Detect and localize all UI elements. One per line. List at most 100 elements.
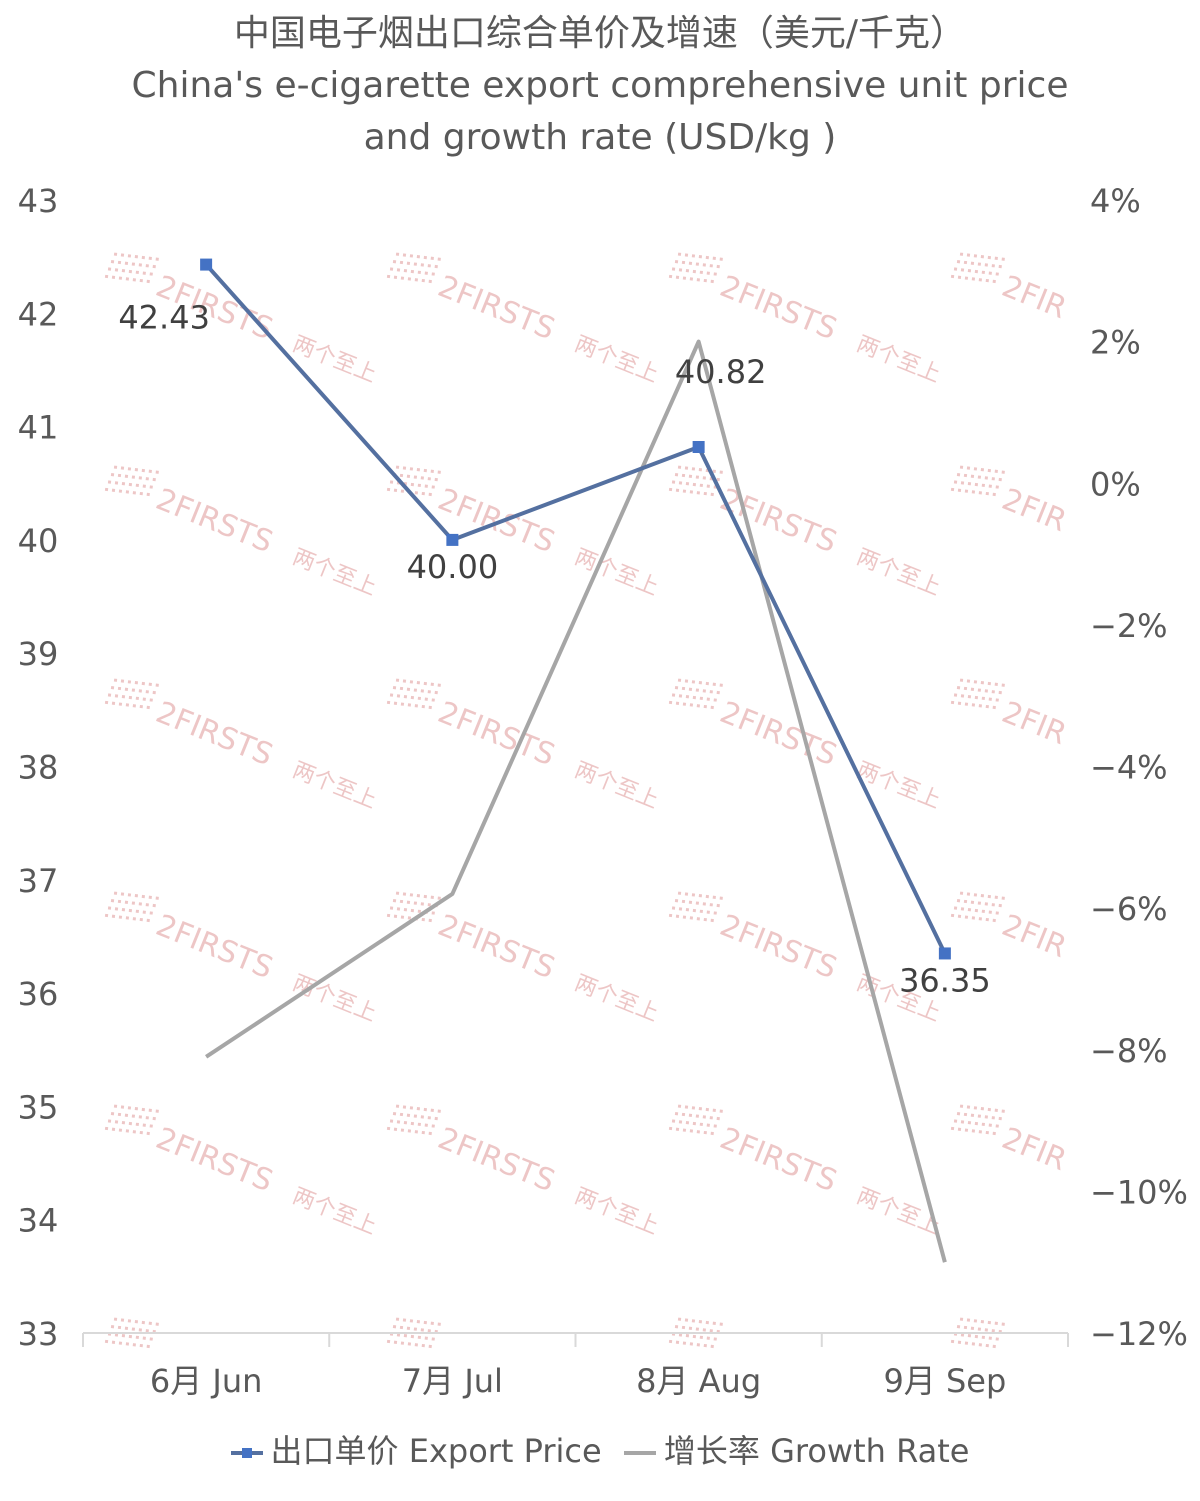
legend-item-export-price: 出口单价 Export Price: [230, 1426, 602, 1472]
watermark-logo-stroke: [677, 252, 724, 261]
watermark-text-cn: 两个至上: [853, 758, 944, 814]
y-right-tick-label: −10%: [1090, 1173, 1188, 1211]
watermark-text: 2FIR: [997, 695, 1071, 752]
watermark-logo-stroke: [386, 274, 433, 284]
watermark-text: 2FIRSTS: [151, 482, 278, 560]
watermark-logo-stroke: [671, 480, 718, 489]
watermark-logo-stroke: [110, 259, 157, 269]
export-price-marker: [446, 533, 459, 546]
watermark: 2FIR: [950, 1104, 1071, 1178]
watermark-logo-stroke: [668, 274, 715, 284]
y-right-tick-label: −4%: [1090, 749, 1168, 787]
watermark-logo-stroke: [671, 906, 718, 915]
watermark-logo-stroke: [104, 274, 151, 284]
watermark: [104, 1317, 160, 1349]
watermark-text: 2FIRSTS: [151, 695, 278, 773]
watermark-logo-stroke: [107, 267, 154, 276]
watermark-logo-stroke: [110, 685, 157, 695]
watermark-logo-stroke: [950, 487, 997, 497]
watermark-logo-stroke: [110, 472, 157, 482]
y-right-tick-label: −8%: [1090, 1032, 1168, 1070]
watermark-logo-stroke: [671, 267, 718, 276]
watermark-text-cn: 两个至上: [289, 545, 380, 601]
watermark-logo-stroke: [107, 480, 154, 489]
watermark-logo-stroke: [386, 1339, 433, 1349]
watermark-logo-stroke: [953, 1332, 1000, 1341]
watermark-logo-stroke: [386, 700, 433, 710]
watermark: 2FIR: [950, 465, 1071, 539]
watermark-logo-stroke: [674, 1324, 721, 1334]
watermark-logo-stroke: [389, 693, 436, 702]
watermark-logo-stroke: [959, 678, 1006, 687]
y-right-tick-label: −6%: [1090, 890, 1168, 928]
watermark-logo-stroke: [950, 1126, 997, 1136]
watermark: 2FIR: [950, 891, 1071, 965]
watermark-logo-stroke: [674, 898, 721, 908]
y-left-tick-label: 39: [18, 635, 59, 673]
y-left-tick-label: 40: [18, 522, 59, 560]
y-left-tick-label: 42: [18, 295, 59, 333]
watermark-logo-stroke: [113, 1104, 160, 1113]
watermark-logo-stroke: [668, 487, 715, 497]
watermark-logo-stroke: [104, 913, 151, 923]
watermark-text: 2FIRSTS: [151, 1121, 278, 1199]
y-left-tick-label: 33: [18, 1315, 59, 1353]
watermark-logo-stroke: [668, 1126, 715, 1136]
watermark-text-cn: 两个至上: [289, 758, 380, 814]
watermark-logo-stroke: [668, 1339, 715, 1349]
watermark-logo-stroke: [389, 906, 436, 915]
watermark-text: 2FIRSTS: [433, 1121, 560, 1199]
watermark-logo-stroke: [677, 1317, 724, 1326]
chart-title-zh: 中国电子烟出口综合单价及增速（美元/千克）: [233, 13, 967, 54]
watermark-layer: 2FIRSTS两个至上2FIRSTS两个至上2FIRSTS两个至上2FIR2FI…: [104, 252, 1071, 1349]
watermark-logo-stroke: [110, 898, 157, 908]
x-tick-label: 9月 Sep: [883, 1362, 1006, 1400]
y-left-tick-label: 37: [18, 862, 59, 900]
watermark-text-cn: 两个至上: [571, 332, 662, 388]
watermark-logo-stroke: [113, 252, 160, 261]
watermark-text-cn: 两个至上: [289, 971, 380, 1027]
export-price-line: [204, 263, 947, 955]
watermark-text-cn: 两个至上: [289, 332, 380, 388]
data-label: 42.43: [118, 299, 210, 337]
watermark-logo-stroke: [956, 898, 1003, 908]
export-price-marker: [938, 947, 951, 960]
watermark-logo-stroke: [953, 480, 1000, 489]
watermark-logo-stroke: [674, 259, 721, 269]
watermark-logo-stroke: [677, 678, 724, 687]
watermark-logo-stroke: [392, 259, 439, 269]
watermark-logo-stroke: [953, 906, 1000, 915]
legend-item-growth-rate: 增长率 Growth Rate: [623, 1426, 969, 1472]
watermark-logo-stroke: [110, 1324, 157, 1334]
watermark-logo-stroke: [104, 700, 151, 710]
y-right-tick-label: −2%: [1090, 607, 1168, 645]
watermark: [668, 1317, 724, 1349]
data-label: 40.82: [675, 353, 767, 391]
watermark: [950, 1317, 1006, 1349]
x-tick-label: 6月 Jun: [150, 1362, 263, 1400]
watermark-logo-stroke: [950, 1339, 997, 1349]
watermark-logo-stroke: [389, 1119, 436, 1128]
growth-rate-line: [205, 339, 947, 1263]
watermark: 2FIR: [950, 678, 1071, 752]
legend-swatch-export-price: [230, 1443, 263, 1463]
watermark-text-cn: 两个至上: [289, 1184, 380, 1240]
watermark-logo-stroke: [677, 465, 724, 474]
watermark-logo-stroke: [677, 1104, 724, 1113]
watermark-logo-stroke: [959, 252, 1006, 261]
export-price-marker: [692, 440, 705, 453]
y-right-tick-label: −12%: [1090, 1315, 1188, 1353]
watermark-logo-stroke: [953, 693, 1000, 702]
watermark-logo-stroke: [389, 267, 436, 276]
watermark-logo-stroke: [392, 1111, 439, 1121]
watermark-logo-stroke: [107, 1119, 154, 1128]
watermark-text-cn: 两个至上: [571, 971, 662, 1027]
watermark-logo-stroke: [956, 259, 1003, 269]
watermark-logo-stroke: [956, 1324, 1003, 1334]
watermark-text-cn: 两个至上: [571, 1184, 662, 1240]
